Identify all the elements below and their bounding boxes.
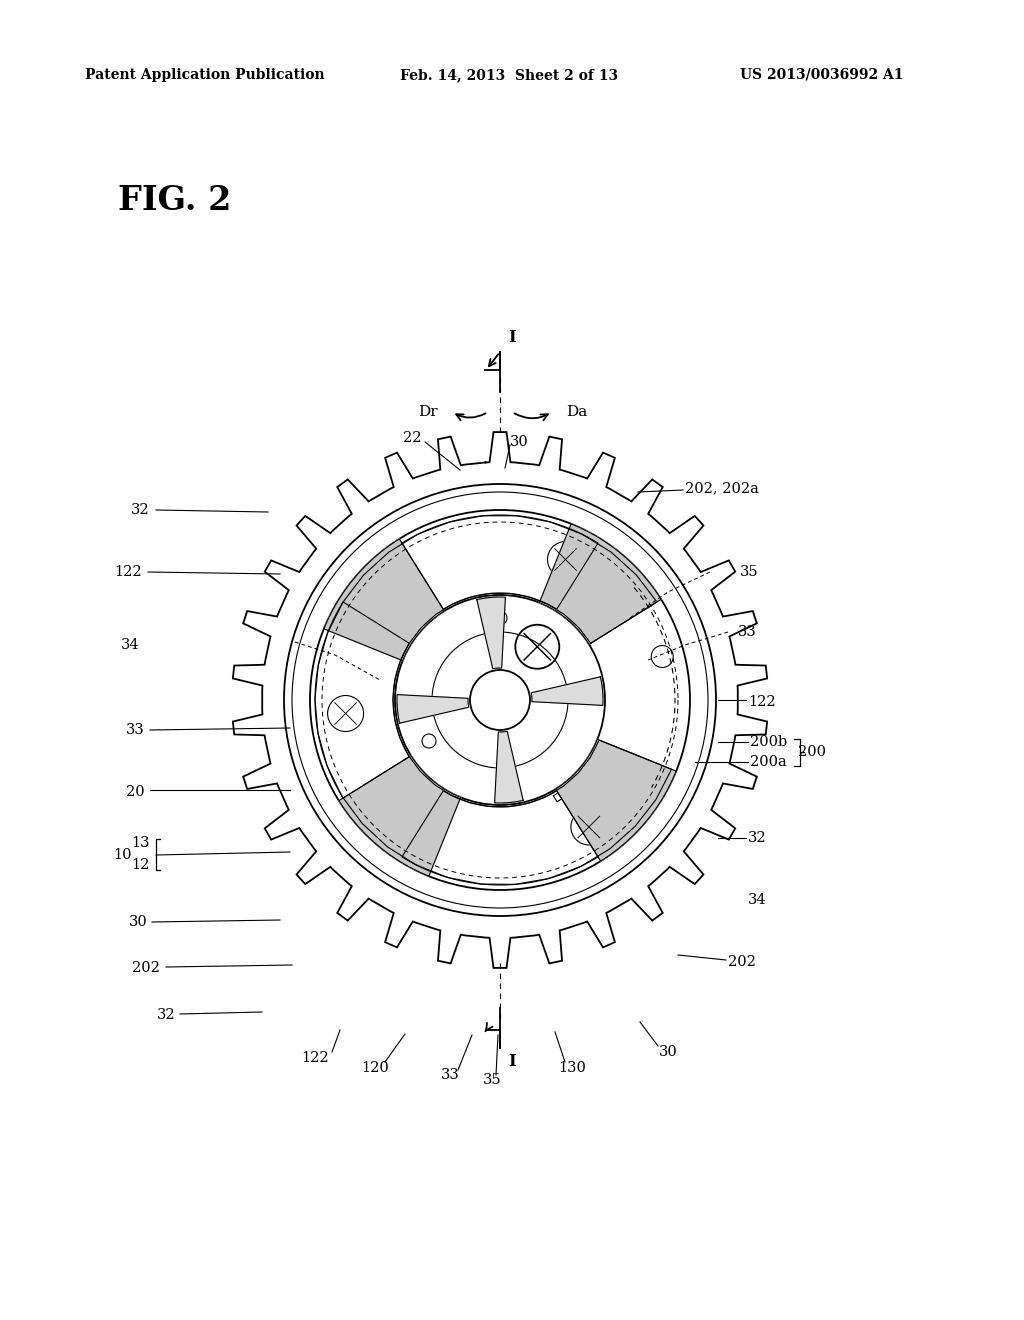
- Polygon shape: [495, 731, 523, 803]
- Text: 122: 122: [115, 565, 142, 579]
- Text: 202: 202: [132, 961, 160, 975]
- Text: 35: 35: [740, 565, 759, 579]
- Text: 13: 13: [131, 836, 150, 850]
- Text: 130: 130: [558, 1061, 586, 1074]
- Text: 34: 34: [748, 894, 767, 907]
- Text: 30: 30: [510, 436, 528, 449]
- Text: 200b: 200b: [750, 735, 787, 748]
- Text: 122: 122: [301, 1051, 329, 1065]
- Text: 12: 12: [132, 858, 150, 873]
- Text: 200: 200: [798, 744, 826, 759]
- Text: 202: 202: [728, 954, 756, 969]
- Text: 32: 32: [748, 832, 767, 845]
- Text: 34: 34: [122, 638, 140, 652]
- Text: I: I: [508, 330, 516, 346]
- Text: I: I: [508, 1053, 516, 1071]
- Polygon shape: [531, 677, 603, 705]
- Polygon shape: [339, 755, 461, 876]
- Text: 33: 33: [126, 723, 145, 737]
- Text: 20: 20: [126, 785, 145, 799]
- Text: 32: 32: [131, 503, 150, 517]
- Text: 200a: 200a: [750, 755, 786, 770]
- Text: 35: 35: [482, 1073, 502, 1086]
- Text: 32: 32: [157, 1008, 175, 1022]
- Text: 122: 122: [748, 696, 775, 709]
- Text: 10: 10: [114, 847, 132, 862]
- Text: Dr: Dr: [419, 405, 438, 418]
- Text: 33: 33: [738, 624, 757, 639]
- Text: 30: 30: [658, 1045, 677, 1059]
- Text: US 2013/0036992 A1: US 2013/0036992 A1: [740, 69, 903, 82]
- Text: 22: 22: [402, 432, 421, 445]
- Text: Feb. 14, 2013  Sheet 2 of 13: Feb. 14, 2013 Sheet 2 of 13: [400, 69, 618, 82]
- Text: 202, 202a: 202, 202a: [685, 480, 759, 495]
- Text: Patent Application Publication: Patent Application Publication: [85, 69, 325, 82]
- Text: FIG. 2: FIG. 2: [118, 183, 231, 216]
- Text: 30: 30: [129, 915, 148, 929]
- Text: 120: 120: [361, 1061, 389, 1074]
- Polygon shape: [397, 694, 469, 723]
- Polygon shape: [324, 539, 444, 661]
- Polygon shape: [477, 597, 506, 669]
- Polygon shape: [556, 739, 676, 861]
- Polygon shape: [540, 524, 662, 644]
- Text: Da: Da: [566, 405, 587, 418]
- Text: 33: 33: [440, 1068, 460, 1082]
